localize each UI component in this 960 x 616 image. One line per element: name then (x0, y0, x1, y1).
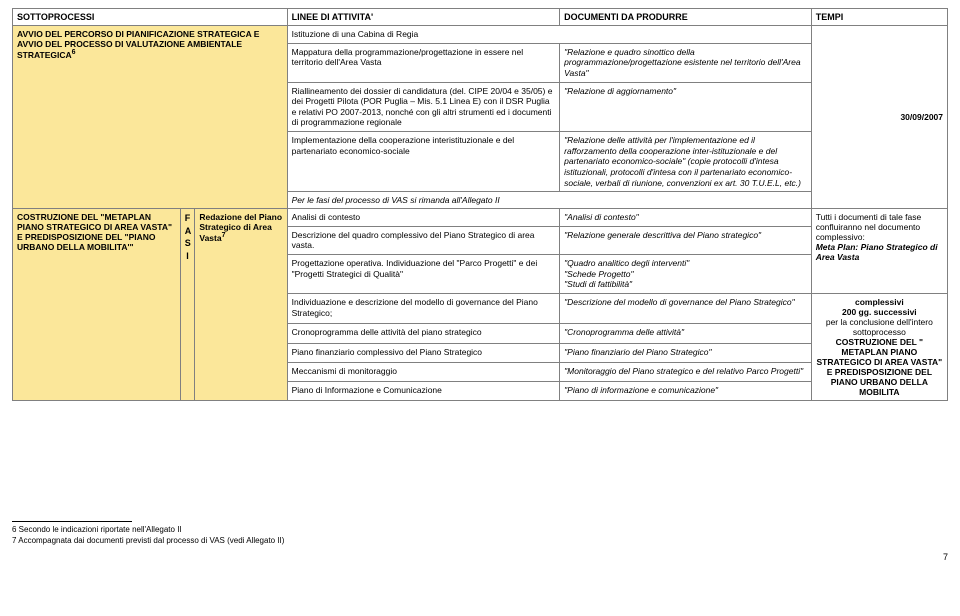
linee-activity: Piano di Informazione e Comunicazione (287, 381, 560, 400)
main-table: SOTTOPROCESSI LINEE DI ATTIVITA' DOCUMEN… (12, 8, 948, 401)
document-output: "Quadro analitico degli interventi" "Sch… (560, 255, 812, 294)
linee-activity: Implementazione della cooperazione inter… (287, 132, 560, 192)
header-tempi: TEMPI (811, 9, 947, 26)
document-output: "Cronoprogramma delle attività" (560, 324, 812, 343)
footnote-6: 6 Secondo le indicazioni riportate nell'… (12, 524, 948, 535)
redazione-label: Redazione del Piano Strategico di Area V… (195, 209, 287, 401)
header-linee: LINEE DI ATTIVITA' (287, 9, 560, 26)
document-output: "Relazione di aggiornamento" (560, 82, 812, 132)
linee-activity: Per le fasi del processo di VAS si riman… (287, 192, 811, 209)
document-output: "Monitoraggio del Piano strategico e del… (560, 362, 812, 381)
sottoprocesso-2: COSTRUZIONE DEL "METAPLAN PIANO STRATEGI… (13, 209, 181, 401)
tempi-1: 30/09/2007 (811, 26, 947, 209)
linee-activity: Piano finanziario complessivo del Piano … (287, 343, 560, 362)
fasi-label: FASI (180, 209, 195, 401)
linee-activity: Cronoprogramma delle attività del piano … (287, 324, 560, 343)
linee-activity: Mappatura della programmazione/progettaz… (287, 43, 560, 82)
header-sottoprocessi: SOTTOPROCESSI (13, 9, 288, 26)
tempi-top: Tutti i documenti di tale fase confluira… (811, 209, 947, 294)
document-output: "Piano finanziario del Piano Strategico" (560, 343, 812, 362)
linee-activity: Meccanismi di monitoraggio (287, 362, 560, 381)
footnotes: 6 Secondo le indicazioni riportate nell'… (12, 521, 948, 546)
table-row: AVVIO DEL PERCORSO DI PIANIFICAZIONE STR… (13, 26, 948, 44)
document-output: "Piano di informazione e comunicazione" (560, 381, 812, 400)
page-number: 7 (12, 552, 948, 562)
linee-activity: Descrizione del quadro complessivo del P… (287, 226, 560, 254)
document-output: "Relazione e quadro sinottico della prog… (560, 43, 812, 82)
linee-activity: Istituzione di una Cabina di Regia (287, 26, 811, 44)
document-output: "Descrizione del modello di governance d… (560, 293, 812, 324)
header-documenti: DOCUMENTI DA PRODURRE (560, 9, 812, 26)
linee-activity: Analisi di contesto (287, 209, 560, 227)
sottoprocesso-1: AVVIO DEL PERCORSO DI PIANIFICAZIONE STR… (13, 26, 288, 209)
linee-activity: Individuazione e descrizione del modello… (287, 293, 560, 324)
table-row: COSTRUZIONE DEL "METAPLAN PIANO STRATEGI… (13, 209, 948, 227)
tempi-bottom: complessivi 200 gg. successivi per la co… (811, 293, 947, 400)
linee-activity: Progettazione operativa. Individuazione … (287, 255, 560, 294)
footnote-7: 7 Accompagnata dai documenti previsti da… (12, 535, 948, 546)
header-row: SOTTOPROCESSI LINEE DI ATTIVITA' DOCUMEN… (13, 9, 948, 26)
document-output: "Relazione delle attività per l'implemen… (560, 132, 812, 192)
linee-activity: Riallineamento dei dossier di candidatur… (287, 82, 560, 132)
document-output: "Relazione generale descrittiva del Pian… (560, 226, 812, 254)
document-output: "Analisi di contesto" (560, 209, 812, 227)
